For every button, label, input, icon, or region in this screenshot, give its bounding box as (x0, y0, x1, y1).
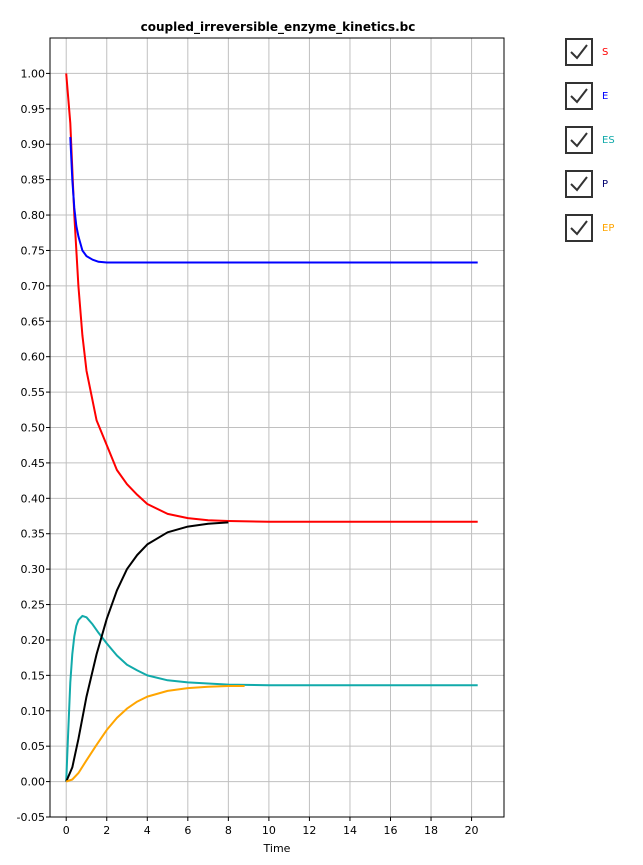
legend-item-e: E (565, 82, 635, 126)
y-tick-label: 0.05 (21, 740, 46, 753)
y-tick-label: 0.95 (21, 103, 46, 116)
series-line-ep (65, 685, 245, 783)
legend-item-ep: EP (565, 214, 635, 258)
y-tick-label: 0.60 (21, 351, 46, 364)
y-tick-label: 0.20 (21, 634, 46, 647)
y-tick-label: 0.50 (21, 422, 46, 435)
series-line-p (65, 521, 229, 782)
series-line-s (65, 73, 478, 523)
checkmark-icon (570, 132, 588, 148)
y-tick-label: 0.25 (21, 599, 46, 612)
legend-item-s: S (565, 38, 635, 82)
x-tick-label: 4 (144, 824, 151, 837)
y-tick-label: 0.45 (21, 457, 46, 470)
legend-checkbox-e[interactable] (565, 82, 593, 110)
y-tick-label: 0.55 (21, 386, 46, 399)
legend-checkbox-s[interactable] (565, 38, 593, 66)
series-lines (65, 73, 478, 783)
x-tick-label: 0 (63, 824, 70, 837)
legend-item-es: ES (565, 126, 635, 170)
series-line-e (69, 137, 478, 264)
y-tick-label: 0.15 (21, 669, 46, 682)
x-tick-label: 6 (184, 824, 191, 837)
x-axis-tick-labels: 0 2 4 6 8 10 12 14 16 18 20 (63, 817, 479, 837)
checkmark-icon (570, 176, 588, 192)
checkmark-icon (570, 88, 588, 104)
legend-label-e: E (602, 91, 609, 102)
y-tick-label: 0.00 (21, 776, 46, 789)
legend-item-p: P (565, 170, 635, 214)
legend-label-p: P (602, 179, 609, 190)
y-tick-label: 0.35 (21, 528, 46, 541)
y-tick-label: 0.30 (21, 563, 46, 576)
legend-checkbox-ep[interactable] (565, 214, 593, 242)
x-tick-label: 18 (424, 824, 438, 837)
series-line-es (65, 614, 478, 782)
x-tick-label: 2 (103, 824, 110, 837)
y-tick-label: 0.85 (21, 174, 46, 187)
chart-title: coupled_irreversible_enzyme_kinetics.bc (141, 20, 416, 35)
legend-label-s: S (602, 47, 609, 58)
y-axis-tick-labels: -0.05 0.00 0.05 0.10 0.15 0.20 0.25 0.30 0.35 0.4… (17, 67, 50, 824)
y-tick-label: 0.10 (21, 705, 46, 718)
y-tick-label: 0.90 (21, 138, 46, 151)
x-tick-label: 14 (343, 824, 357, 837)
checkmark-icon (570, 44, 588, 60)
y-tick-label: 0.70 (21, 280, 46, 293)
legend-checkbox-es[interactable] (565, 126, 593, 154)
legend-label-ep: EP (602, 223, 615, 234)
y-tick-label: 1.00 (21, 67, 46, 80)
x-tick-label: 20 (465, 824, 479, 837)
y-tick-label: 0.80 (21, 209, 46, 222)
y-tick-label: 0.65 (21, 315, 46, 328)
legend: S E ES P EP (565, 38, 635, 258)
y-tick-label: -0.05 (17, 811, 45, 824)
x-tick-label: 8 (225, 824, 232, 837)
x-tick-label: 12 (302, 824, 316, 837)
y-tick-label: 0.40 (21, 492, 46, 505)
checkmark-icon (570, 220, 588, 236)
legend-label-es: ES (602, 135, 615, 146)
grid-lines (50, 38, 504, 818)
legend-checkbox-p[interactable] (565, 170, 593, 198)
x-tick-label: 10 (262, 824, 276, 837)
x-axis-label: Time (263, 842, 291, 855)
x-tick-label: 16 (384, 824, 398, 837)
y-tick-label: 0.75 (21, 244, 46, 257)
